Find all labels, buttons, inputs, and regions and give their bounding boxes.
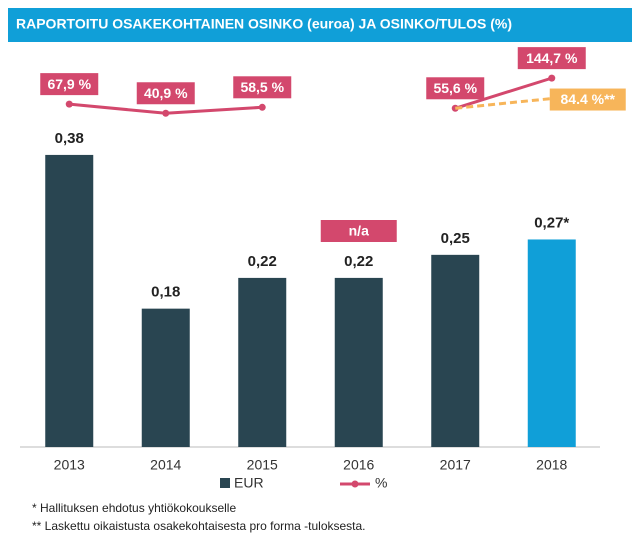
legend-label: %	[375, 475, 387, 491]
x-tick-label: 2015	[247, 457, 278, 473]
value-label: 58,5 %	[240, 79, 284, 95]
x-tick-label: 2018	[536, 457, 567, 473]
value-label-box	[233, 76, 292, 99]
legend-marker	[351, 480, 359, 488]
value-label-box	[136, 82, 195, 105]
line	[455, 97, 552, 110]
value-label: 55,6 %	[433, 80, 477, 96]
value-label: 40,9 %	[144, 85, 188, 101]
value-label: 84.4 %**	[561, 91, 616, 107]
line-marker	[258, 103, 266, 111]
x-tick-label: 2013	[54, 457, 85, 473]
value-label: 67,9 %	[47, 76, 91, 92]
line-marker	[162, 109, 170, 117]
value-label: n/a	[349, 223, 369, 239]
bar-value-label: 0,18	[151, 284, 180, 301]
line	[454, 76, 553, 110]
legend-swatch	[220, 478, 230, 488]
x-tick-label: 2014	[150, 457, 181, 473]
bar	[45, 154, 94, 447]
title-bar	[8, 8, 632, 42]
bar-value-label: 0,22	[344, 253, 373, 270]
value-label-box	[549, 88, 626, 111]
chart-title: RAPORTOITU OSAKEKOHTAINEN OSINKO (euroa)…	[16, 16, 512, 32]
bar	[141, 308, 190, 447]
value-label: 144,7 %	[526, 50, 578, 66]
legend-label: EUR	[234, 475, 264, 491]
bar	[431, 254, 480, 447]
value-label-box	[40, 73, 99, 96]
bar	[527, 239, 576, 447]
bar-value-label: 0,22	[248, 253, 277, 270]
x-tick-label: 2017	[440, 457, 471, 473]
footnote: ** Laskettu oikaistusta osakekohtaisesta…	[32, 519, 366, 533]
bar-value-label: 0,38	[55, 130, 84, 147]
bar	[334, 277, 383, 447]
value-label-box	[320, 220, 397, 242]
value-label-box	[426, 77, 485, 100]
line-marker	[65, 100, 73, 108]
bar-value-label: 0,27*	[534, 214, 569, 231]
footnote: * Hallituksen ehdotus yhtiökokoukselle	[32, 501, 236, 515]
value-label-box	[517, 47, 586, 70]
bar	[238, 277, 287, 447]
x-tick-label: 2016	[343, 457, 374, 473]
bar-value-label: 0,25	[441, 230, 470, 247]
line-marker	[548, 74, 556, 82]
